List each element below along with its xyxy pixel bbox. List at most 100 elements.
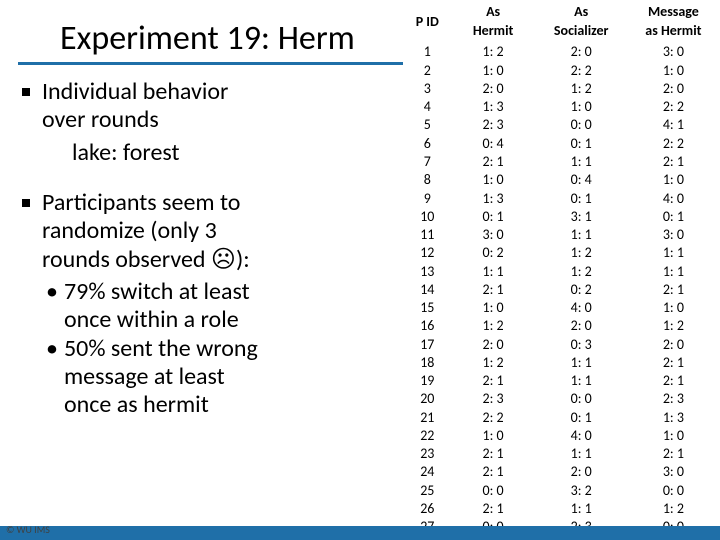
bullet-2-line1: Participants seem to xyxy=(42,188,240,217)
square-bullet-icon xyxy=(22,199,30,207)
table-cell: 2: 0 xyxy=(536,43,627,61)
table-cell: 2: 3 xyxy=(451,390,536,408)
table-cell: 1: 2 xyxy=(536,262,627,280)
table-cell: 4: 0 xyxy=(627,189,720,207)
table-cell: 17 xyxy=(404,335,451,353)
table-cell: 1: 1 xyxy=(536,225,627,243)
title-underline xyxy=(18,62,403,65)
table-row: 181: 21: 12: 1 xyxy=(404,353,720,371)
th-soc-l1: As xyxy=(536,4,627,23)
table-cell: 1: 1 xyxy=(536,152,627,170)
table-cell: 1: 3 xyxy=(451,189,536,207)
table-cell: 2: 0 xyxy=(451,79,536,97)
table-cell: 2: 0 xyxy=(536,463,627,481)
table-cell: 2: 1 xyxy=(451,372,536,390)
bullet-list: Individual behavior over rounds lake: fo… xyxy=(20,78,410,419)
table-cell: 1: 0 xyxy=(536,98,627,116)
bullet-2-line3: rounds observed ☹): xyxy=(42,245,250,274)
table-cell: 2: 1 xyxy=(451,499,536,517)
table-cell: 0: 0 xyxy=(451,481,536,499)
table-cell: 1: 3 xyxy=(627,408,720,426)
table-cell: 1: 0 xyxy=(627,299,720,317)
table-cell: 1: 2 xyxy=(451,43,536,61)
table-cell: 1: 2 xyxy=(451,317,536,335)
table-row: 172: 00: 32: 0 xyxy=(404,335,720,353)
table-cell: 3: 1 xyxy=(536,207,627,225)
table-row: 113: 01: 13: 0 xyxy=(404,225,720,243)
table-cell: 1: 2 xyxy=(536,79,627,97)
bullet-2-line2: randomize (only 3 xyxy=(42,216,217,245)
table-cell: 8 xyxy=(404,171,451,189)
table-cell: 2: 2 xyxy=(536,61,627,79)
th-hermit-l1: As xyxy=(451,4,536,23)
table-cell: 2: 1 xyxy=(627,445,720,463)
table-cell: 1: 2 xyxy=(451,353,536,371)
table-cell: 1: 2 xyxy=(536,244,627,262)
table-cell: 20 xyxy=(404,390,451,408)
table-row: 151: 04: 01: 0 xyxy=(404,299,720,317)
table-cell: 2 xyxy=(404,61,451,79)
table-cell: 2: 1 xyxy=(451,463,536,481)
table-cell: 13 xyxy=(404,262,451,280)
page-title: Experiment 19: Herm xyxy=(60,18,355,59)
bullet-1: Individual behavior over rounds xyxy=(20,78,410,135)
bullet-2-sub1-line1: 79% switch at least xyxy=(64,277,250,306)
table-cell: 1: 0 xyxy=(451,171,536,189)
bullet-2-sub2-line3: once as hermit xyxy=(64,390,209,419)
table-row: 11: 22: 03: 0 xyxy=(404,43,720,61)
bullet-1-line2: over rounds xyxy=(42,105,159,134)
table-cell: 2: 2 xyxy=(627,98,720,116)
table-cell: 23 xyxy=(404,445,451,463)
table-cell: 0: 1 xyxy=(536,189,627,207)
table-cell: 1: 1 xyxy=(451,262,536,280)
table-cell: 1: 1 xyxy=(536,445,627,463)
table-cell: 3: 0 xyxy=(451,225,536,243)
table-cell: 2: 0 xyxy=(451,335,536,353)
table-cell: 2: 0 xyxy=(627,79,720,97)
table-row: 131: 11: 21: 1 xyxy=(404,262,720,280)
table-cell: 1: 1 xyxy=(536,353,627,371)
table-cell: 2: 3 xyxy=(451,116,536,134)
bullet-1-line3: lake: forest xyxy=(20,139,410,167)
table-cell: 0: 1 xyxy=(451,207,536,225)
table-cell: 4 xyxy=(404,98,451,116)
table-cell: 1: 0 xyxy=(627,61,720,79)
table-row: 81: 00: 41: 0 xyxy=(404,171,720,189)
table-cell: 1: 0 xyxy=(627,426,720,444)
slide: Experiment 19: Herm Individual behavior … xyxy=(0,0,720,540)
table-cell: 4: 0 xyxy=(536,299,627,317)
table-cell: 12 xyxy=(404,244,451,262)
table-cell: 2: 0 xyxy=(536,317,627,335)
table-cell: 2: 2 xyxy=(627,134,720,152)
table-cell: 0: 3 xyxy=(536,335,627,353)
table-cell: 19 xyxy=(404,372,451,390)
table-cell: 9 xyxy=(404,189,451,207)
table-cell: 0: 4 xyxy=(451,134,536,152)
table-row: 21: 02: 21: 0 xyxy=(404,61,720,79)
table-row: 242: 12: 03: 0 xyxy=(404,463,720,481)
table-cell: 2: 3 xyxy=(627,390,720,408)
table-row: 250: 03: 20: 0 xyxy=(404,481,720,499)
table-cell: 1: 0 xyxy=(451,299,536,317)
th-msg-l1: Message xyxy=(627,4,720,23)
table-header-row: P ID As As Message xyxy=(404,4,720,23)
table-row: 32: 01: 22: 0 xyxy=(404,79,720,97)
table-row: 142: 10: 22: 1 xyxy=(404,280,720,298)
table-header-row: Hermit Socializer as Hermit xyxy=(404,23,720,42)
th-hermit-l2: Hermit xyxy=(451,23,536,42)
th-pid: P ID xyxy=(404,4,451,43)
table-row: 262: 11: 11: 2 xyxy=(404,499,720,517)
table-cell: 0: 4 xyxy=(536,171,627,189)
disc-bullet-icon: • xyxy=(46,335,58,363)
th-msg-l2: as Hermit xyxy=(627,23,720,42)
table-cell: 3 xyxy=(404,79,451,97)
table-row: 161: 22: 01: 2 xyxy=(404,317,720,335)
table-row: 202: 30: 02: 3 xyxy=(404,390,720,408)
table-cell: 0: 0 xyxy=(627,481,720,499)
table-cell: 0: 2 xyxy=(536,280,627,298)
table-row: 212: 20: 11: 3 xyxy=(404,408,720,426)
table-cell: 1: 2 xyxy=(627,499,720,517)
table-cell: 7 xyxy=(404,152,451,170)
table-row: 91: 30: 14: 0 xyxy=(404,189,720,207)
table-row: 41: 31: 02: 2 xyxy=(404,98,720,116)
